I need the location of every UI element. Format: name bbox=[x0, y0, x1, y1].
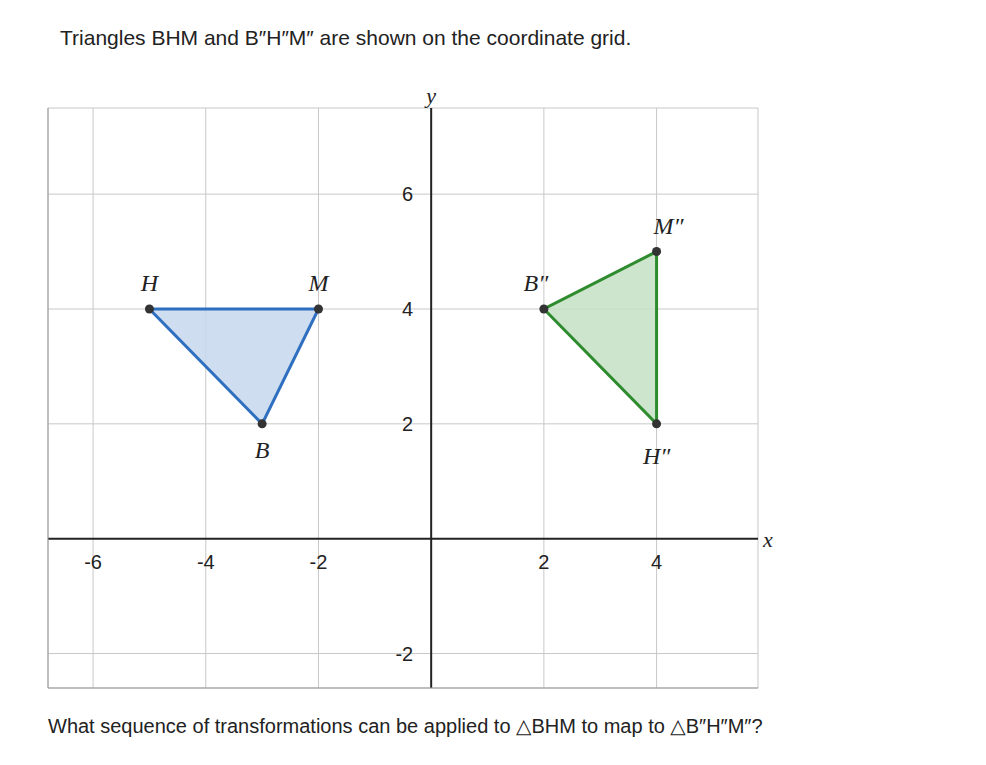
svg-text:4: 4 bbox=[402, 298, 413, 320]
svg-text:-2: -2 bbox=[395, 643, 413, 665]
svg-text:M: M bbox=[307, 270, 330, 296]
html-text:Triangles BHM and B″H″M″ are s: Triangles BHM and B″H″M″ are shown on th… bbox=[60, 26, 632, 49]
svg-text:y: y bbox=[424, 83, 436, 108]
svg-text:M″: M″ bbox=[653, 213, 685, 239]
svg-text:x: x bbox=[762, 527, 773, 552]
svg-text:6: 6 bbox=[402, 183, 413, 205]
svg-text:H″: H″ bbox=[642, 443, 671, 469]
svg-text:B: B bbox=[255, 437, 270, 463]
html-text:What sequence of transformatio: What sequence of transformations can be … bbox=[48, 715, 763, 737]
svg-text:B″: B″ bbox=[524, 270, 550, 296]
svg-text:-6: -6 bbox=[84, 551, 102, 573]
svg-text:-4: -4 bbox=[197, 551, 215, 573]
svg-text:2: 2 bbox=[402, 413, 413, 435]
svg-text:H: H bbox=[140, 270, 160, 296]
svg-text:-2: -2 bbox=[310, 551, 328, 573]
svg-text:4: 4 bbox=[651, 551, 662, 573]
svg-text:2: 2 bbox=[538, 551, 549, 573]
